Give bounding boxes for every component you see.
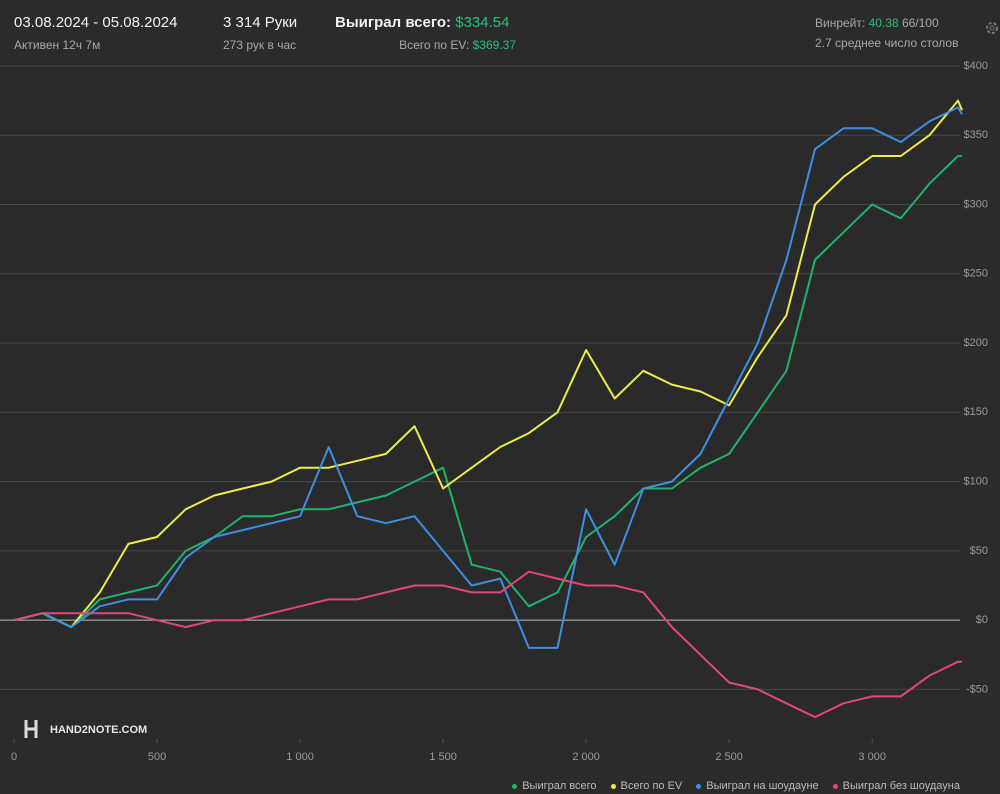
ev-value: $369.37 — [472, 38, 516, 52]
x-tick-label: 0 — [11, 751, 17, 763]
y-tick-label: $400 — [964, 60, 988, 72]
y-tick-label: $50 — [970, 545, 988, 557]
legend-marker — [512, 783, 518, 789]
legend-label: Выиграл без шоудауна — [842, 780, 960, 792]
y-tick-label: $100 — [964, 476, 988, 488]
legend-label: Выиграл всего — [522, 780, 597, 792]
y-tick-label: $0 — [976, 614, 988, 626]
x-tick-label: 500 — [148, 751, 166, 763]
won-label: Выиграл всего: — [335, 14, 452, 31]
legend-marker — [610, 783, 616, 789]
legend-item[interactable]: Всего по EV — [610, 780, 683, 792]
won-total: Выиграл всего: $334.54 — [335, 14, 509, 31]
x-tick-label: 2 500 — [715, 751, 743, 763]
legend-marker — [696, 783, 702, 789]
y-tick-label: $200 — [964, 337, 988, 349]
ev-label: Всего по EV: — [399, 38, 470, 52]
legend-item[interactable]: Выиграл всего — [512, 780, 597, 792]
series-line — [13, 570, 962, 719]
active-time: Активен 12ч 7м — [14, 38, 101, 52]
y-tick-label: $150 — [964, 406, 988, 418]
dates: 03.08.2024 - 05.08.2024 — [14, 14, 178, 31]
watermark: HAND2NOTE.COM — [24, 720, 147, 738]
winrate: Винрейт: 40.38 66/100 — [815, 16, 939, 30]
y-tick-label: $350 — [964, 129, 988, 141]
legend-item[interactable]: Выиграл на шоудауне — [696, 780, 819, 792]
watermark-text: HAND2NOTE.COM — [50, 724, 147, 736]
won-value: $334.54 — [455, 14, 510, 31]
series-line — [13, 106, 963, 649]
winrate-value: 40.38 — [868, 16, 899, 30]
settings-icon[interactable] — [984, 20, 1000, 36]
x-tick-label: 1 000 — [286, 751, 314, 763]
x-tick-label: 1 500 — [429, 751, 457, 763]
y-tick-label: $250 — [964, 268, 988, 280]
legend-label: Выиграл на шоудауне — [706, 780, 819, 792]
ev-total: Всего по EV: $369.37 — [399, 38, 516, 52]
hands-rate: 273 рук в час — [223, 38, 297, 52]
winrate-unit: 66/100 — [901, 16, 939, 30]
series-line — [13, 155, 962, 629]
series-line — [13, 99, 963, 629]
plot-area — [0, 59, 960, 739]
legend-marker — [832, 783, 838, 789]
legend: Выиграл всего Всего по EV Выиграл на шоуда… — [512, 778, 960, 794]
winrate-label: Винрейт: — [815, 16, 866, 30]
avg-tables: 2.7 среднее число столов — [815, 36, 959, 50]
legend-item[interactable]: Выиграл без шоудауна — [832, 780, 960, 792]
x-tick-label: 3 000 — [858, 751, 886, 763]
y-tick-label: -$50 — [966, 683, 988, 695]
x-tick-label: 2 000 — [572, 751, 600, 763]
legend-label: Всего по EV — [620, 780, 683, 792]
hands: 3 314 Руки — [223, 14, 298, 31]
y-tick-label: $300 — [964, 198, 988, 210]
